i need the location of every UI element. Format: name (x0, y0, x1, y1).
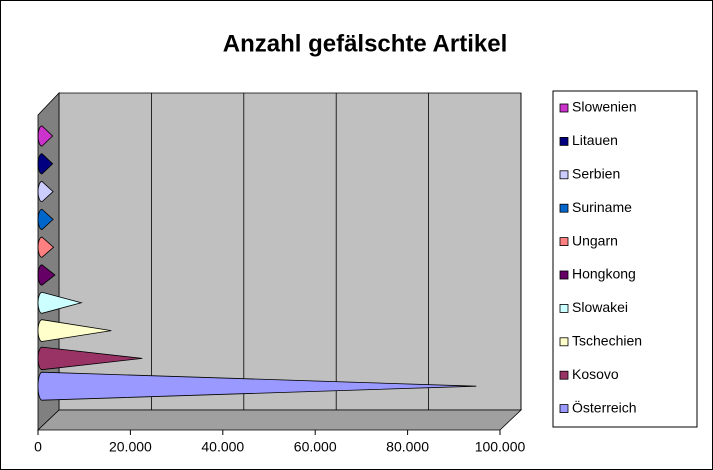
legend-label: Ungarn (572, 232, 618, 248)
legend-label: Slowenien (572, 99, 637, 115)
legend-swatch (559, 270, 569, 280)
x-tick-label: 60.000 (294, 439, 337, 455)
legend-swatch (559, 337, 569, 347)
legend (552, 90, 698, 428)
legend-label: Litauen (572, 132, 618, 148)
legend-label: Österreich (572, 398, 637, 415)
legend-swatch (559, 203, 569, 213)
back-wall (58, 92, 522, 411)
cone (37, 153, 54, 175)
x-tick-label: 100.000 (475, 439, 526, 455)
floor (37, 409, 522, 431)
cone (37, 181, 54, 203)
cone (37, 264, 56, 286)
cone (37, 236, 55, 258)
legend-label: Tschechien (572, 333, 642, 349)
legend-swatch (559, 370, 569, 380)
cone (37, 319, 112, 342)
legend-swatch (559, 170, 569, 180)
legend-label: Hongkong (572, 266, 636, 282)
cone (37, 208, 54, 230)
x-tick-label: 80.000 (386, 439, 429, 455)
legend-label: Serbien (572, 166, 620, 182)
legend-swatch (559, 404, 569, 414)
cone (37, 346, 143, 371)
chart-title: Anzahl gefälschte Artikel (223, 30, 508, 57)
cone (37, 371, 477, 401)
legend-swatch (559, 303, 569, 313)
legend-swatch (559, 237, 569, 247)
legend-label: Suriname (572, 199, 632, 215)
legend-swatch (559, 103, 569, 113)
x-tick-label: 0 (34, 439, 42, 455)
cone (37, 125, 54, 147)
legend-label: Kosovo (572, 366, 619, 382)
cone (37, 291, 83, 314)
legend-label: Slowakei (572, 299, 628, 315)
x-tick-label: 20.000 (109, 439, 152, 455)
x-tick-label: 40.000 (201, 439, 244, 455)
legend-swatch (559, 136, 569, 146)
